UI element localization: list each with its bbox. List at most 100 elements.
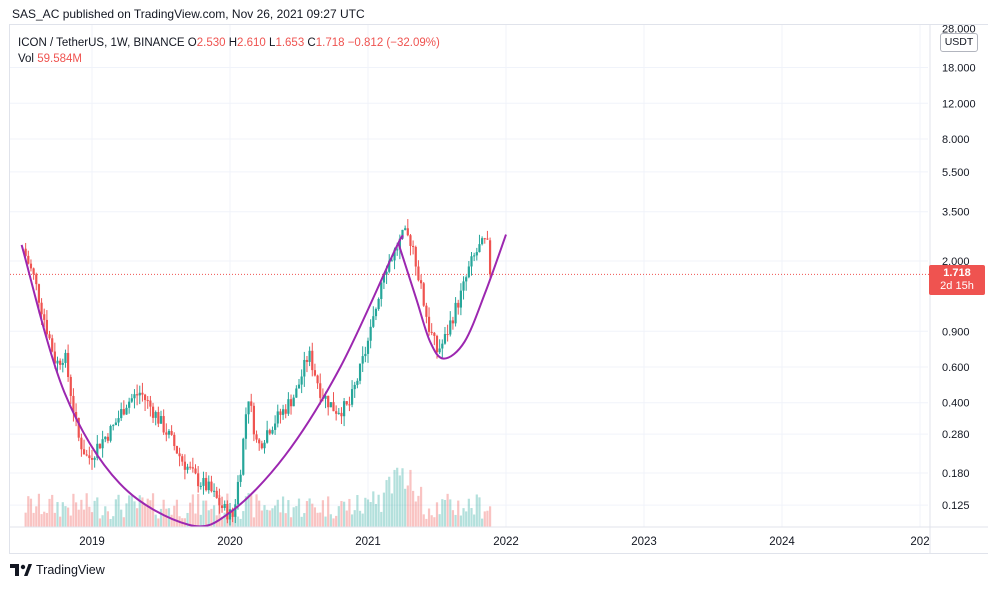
volume-bar	[358, 510, 362, 527]
volume-bar	[335, 515, 338, 527]
volume-bar	[138, 495, 141, 527]
volume-bar	[406, 485, 409, 527]
volume-bar	[356, 495, 359, 527]
candle-body	[350, 389, 354, 405]
price-tick-label: 18.000	[942, 63, 976, 75]
candle-body	[143, 394, 147, 401]
candle-body	[215, 490, 218, 498]
volume-bar	[93, 500, 96, 527]
candle-body	[324, 395, 327, 399]
volume-bar	[258, 500, 261, 527]
candle-body	[374, 309, 378, 317]
volume-bar	[205, 500, 208, 527]
candle-body	[136, 394, 139, 396]
candle-body	[274, 423, 277, 430]
legend-volume-label[interactable]: Vol	[18, 53, 34, 65]
volume-bar	[478, 497, 481, 527]
volume-bar	[186, 512, 189, 527]
candle-body	[146, 400, 149, 402]
volume-bar	[120, 509, 123, 527]
volume-bar	[303, 513, 306, 527]
volume-bar	[263, 505, 266, 527]
volume-bar	[77, 509, 80, 527]
volume-bar	[191, 494, 194, 527]
chart-canvas[interactable]: 28.00018.00012.0008.0005.5003.5002.0000.…	[10, 25, 988, 553]
legend-symbol[interactable]: ICON / TetherUS, 1W, BINANCE	[18, 37, 185, 49]
volume-bar	[305, 501, 309, 527]
volume-bar	[175, 499, 179, 527]
volume-bar	[85, 493, 88, 527]
candle-body	[242, 438, 245, 475]
candle-body	[358, 363, 362, 381]
candle-body	[48, 334, 51, 339]
candle-body	[51, 338, 54, 352]
volume-bar	[159, 508, 163, 527]
time-tick-label: 2020	[217, 536, 243, 548]
volume-bar	[475, 494, 478, 527]
cup-drawing-curve[interactable]	[397, 234, 507, 360]
candle-body	[189, 466, 192, 468]
candle-body	[348, 404, 351, 406]
candle-body	[430, 331, 433, 333]
currency-unit-button[interactable]: USDT	[940, 33, 978, 52]
tradingview-footer[interactable]: TradingView	[10, 563, 105, 577]
volume-bar	[332, 518, 335, 527]
volume-bar	[199, 514, 202, 527]
volume-bar	[465, 511, 468, 527]
volume-bar	[488, 506, 492, 527]
candle-body	[443, 334, 447, 344]
volume-bar	[194, 513, 197, 527]
chart-pane[interactable]: 28.000 18.000 12.000 8.000 5.500 3.500 2.000 0.…	[9, 24, 988, 554]
volume-bar	[289, 517, 293, 527]
candle-body	[271, 429, 274, 434]
candle-body	[122, 409, 125, 415]
candle-body	[151, 406, 155, 418]
legend-high-label: H	[228, 37, 238, 49]
volume-bar	[40, 514, 43, 527]
candle-body	[377, 298, 380, 310]
volume-bar	[297, 498, 301, 527]
candle-body	[393, 249, 396, 261]
candle-body	[475, 252, 478, 256]
candle-body	[287, 399, 290, 414]
volume-bar	[268, 510, 271, 527]
candle-body	[366, 340, 370, 354]
legend-open-value: 2.530	[196, 37, 226, 49]
candle-body	[45, 319, 48, 335]
candle-body	[43, 314, 46, 320]
bowl-drawing-curve[interactable]	[20, 234, 404, 528]
candle-body	[247, 401, 250, 415]
volume-bar	[43, 511, 46, 527]
volume-bar	[146, 498, 149, 527]
candle-body	[414, 246, 417, 267]
volume-bar	[287, 500, 290, 527]
volume-bar	[212, 505, 216, 527]
volume-bar	[486, 510, 489, 527]
candle-body	[228, 509, 232, 520]
candle-body	[226, 504, 229, 520]
volume-bar	[210, 508, 213, 527]
candle-body	[319, 383, 322, 398]
candle-body	[406, 228, 409, 236]
candle-body	[236, 481, 240, 505]
candle-body	[141, 392, 144, 395]
candle-body	[441, 343, 444, 349]
candle-body	[332, 402, 335, 412]
volume-bar	[162, 499, 165, 527]
candle-body	[205, 477, 208, 491]
price-tick-label: 0.180	[942, 468, 970, 480]
volume-bar	[189, 502, 192, 527]
volume-bar	[343, 501, 346, 527]
candle-body	[419, 280, 423, 284]
candle-body	[289, 399, 293, 407]
candle-body	[427, 316, 431, 332]
candle-body	[35, 274, 38, 285]
volume-bar	[48, 498, 51, 527]
time-tick-label: 2024	[769, 536, 795, 548]
volume-bar	[435, 502, 439, 527]
candle-body	[356, 380, 359, 385]
candle-body	[388, 260, 391, 272]
price-tick-label: 3.500	[942, 207, 970, 219]
candle-body	[364, 353, 367, 357]
volume-bar	[183, 518, 186, 527]
